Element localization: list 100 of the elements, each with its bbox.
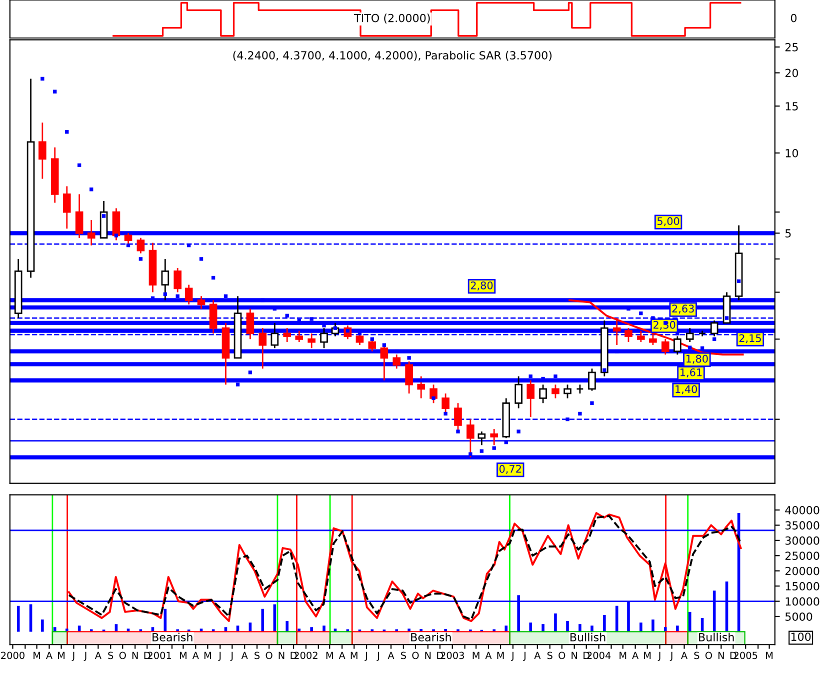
- bar: [578, 624, 582, 632]
- x-tick-label: A: [534, 652, 541, 659]
- point: [688, 346, 692, 350]
- candlestick: [136, 237, 145, 254]
- point: [712, 337, 716, 341]
- point: [199, 257, 204, 261]
- x-tick-label: S: [254, 652, 260, 660]
- x-tick-label: M: [34, 652, 40, 659]
- candlestick: [258, 327, 267, 370]
- point: [432, 396, 436, 400]
- candlestick: [674, 336, 682, 356]
- x-tick-label: M: [472, 652, 480, 659]
- y-tick-label: 20000: [785, 566, 820, 576]
- band-label: Bearish: [411, 632, 451, 642]
- x-tick-label: 2000: [1, 652, 24, 660]
- x-tick-label: M: [204, 652, 211, 659]
- candlestick: [392, 354, 401, 370]
- point: [114, 234, 118, 238]
- x-tick-label: J: [658, 652, 660, 661]
- x-tick-label: S: [694, 652, 700, 660]
- bar: [408, 628, 410, 632]
- y-tick-label: 35000: [785, 521, 820, 530]
- x-tick-label: S: [547, 652, 552, 660]
- candlestick: [174, 267, 182, 293]
- candlestick: [295, 330, 304, 343]
- point: [639, 311, 643, 316]
- bar: [444, 628, 447, 632]
- x-tick-label: J: [72, 652, 74, 661]
- point: [211, 276, 216, 280]
- x-tick-label: J: [230, 652, 233, 661]
- bar: [590, 626, 594, 632]
- x-tick-label: M: [620, 652, 626, 659]
- bar: [615, 606, 618, 632]
- bar: [310, 627, 313, 632]
- y-tick-label: 5000: [785, 612, 812, 621]
- x-tick-label: A: [485, 652, 492, 659]
- x-tick-label: O: [266, 652, 272, 660]
- point: [724, 316, 729, 320]
- candlestick: [526, 380, 535, 418]
- y-tick-label: 25: [785, 42, 798, 52]
- point: [126, 243, 130, 248]
- candlestick: [649, 332, 657, 346]
- bar: [322, 626, 326, 632]
- point: [333, 326, 338, 330]
- x-tick-label: O: [412, 652, 419, 660]
- y-tick-label: 5: [785, 229, 791, 238]
- candlestick: [478, 430, 486, 446]
- x-tick-label: J: [376, 652, 380, 661]
- point: [176, 294, 180, 298]
- point: [566, 417, 570, 422]
- bar: [529, 622, 532, 632]
- point: [138, 257, 143, 261]
- bar: [41, 620, 44, 632]
- y-tick-label: 25000: [785, 552, 820, 560]
- text: TITO (2.0000): [354, 14, 430, 24]
- x-tick-label: J: [364, 652, 368, 661]
- y-tick-label: 30000: [785, 536, 820, 545]
- y-tick-label: 20: [785, 68, 798, 78]
- x-tick-label: A: [680, 652, 688, 659]
- ref-line-label: 2,63: [672, 304, 694, 314]
- candlestick: [552, 384, 560, 399]
- point: [456, 430, 460, 434]
- point: [90, 188, 94, 192]
- bar: [664, 627, 667, 632]
- x-tick-label: A: [46, 652, 52, 659]
- point: [236, 382, 240, 386]
- point: [676, 332, 680, 336]
- point: [651, 316, 655, 320]
- y-tick-label: 15000: [786, 582, 820, 590]
- text: 100: [791, 632, 811, 641]
- candlestick: [246, 308, 254, 340]
- band-label: Bullish: [699, 632, 734, 642]
- bar: [566, 621, 569, 632]
- candlestick: [62, 186, 71, 230]
- ref-line-label: 2,15: [739, 334, 761, 344]
- point: [310, 317, 314, 321]
- candlestick: [637, 330, 645, 343]
- point: [407, 356, 411, 360]
- x-tick-label: N: [425, 652, 431, 659]
- x-tick-label: A: [192, 652, 199, 659]
- candlestick: [270, 322, 279, 349]
- bar: [603, 614, 606, 632]
- point: [736, 279, 741, 284]
- point: [382, 343, 386, 347]
- x-tick-label: N: [572, 652, 578, 659]
- candlestick: [710, 320, 718, 337]
- candlestick: [320, 327, 328, 349]
- x-tick-label: A: [632, 652, 639, 659]
- bar: [554, 613, 557, 632]
- candlestick: [514, 376, 522, 409]
- point: [590, 401, 594, 405]
- x-tick-label: S: [108, 652, 114, 660]
- point: [516, 430, 520, 434]
- band-label: Bullish: [570, 632, 606, 642]
- point: [370, 337, 374, 341]
- y-tick-label: 40000: [785, 506, 820, 514]
- bar: [53, 627, 56, 632]
- x-tick-label: M: [497, 652, 504, 659]
- candlestick: [75, 194, 84, 239]
- point: [163, 292, 168, 296]
